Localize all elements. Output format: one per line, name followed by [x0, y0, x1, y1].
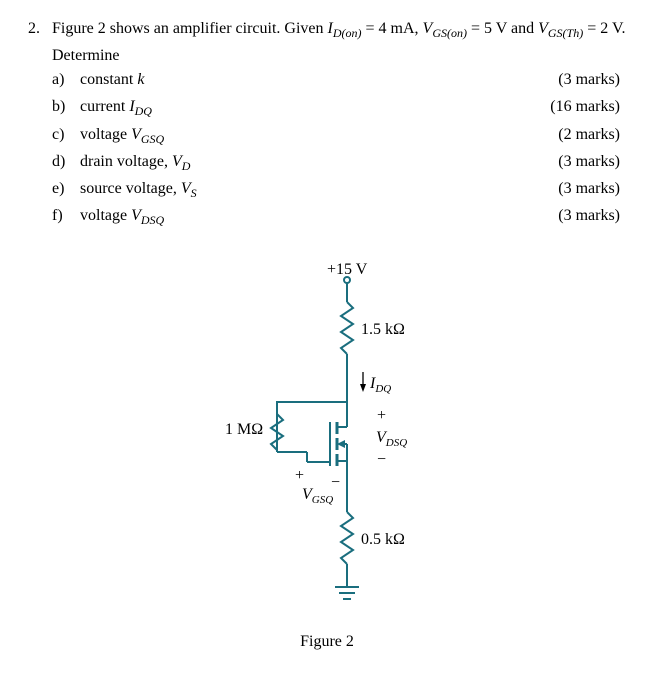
part-f-sym: V: [131, 207, 141, 224]
circuit-diagram: +15 V 1.5 kΩ IDQ + VDSQ −: [177, 262, 477, 622]
rd-resistor-icon: [341, 302, 353, 354]
part-b: b) current IDQ (16 marks): [52, 98, 626, 119]
part-d-sub: D: [182, 159, 191, 173]
part-c-label: c): [52, 126, 80, 147]
idq-arrow-head-icon: [360, 384, 366, 392]
stem-pre: Figure 2 shows an amplifier circuit. Giv…: [52, 20, 328, 37]
vgsth-eq: = 2 V.: [583, 20, 625, 37]
part-e-sym: V: [181, 180, 191, 197]
part-a-sym: k: [137, 71, 144, 88]
question-text: Figure 2 shows an amplifier circuit. Giv…: [52, 20, 626, 41]
parts-list: a) constant k (3 marks) b) current IDQ (…: [52, 71, 626, 228]
figure-caption: Figure 2: [28, 633, 626, 651]
vdsq-label: VDSQ: [376, 429, 407, 449]
vgson-sym: V: [423, 20, 433, 37]
part-e-text: source voltage, VS: [80, 180, 558, 201]
part-d-sym: V: [172, 153, 182, 170]
part-f: f) voltage VDSQ (3 marks): [52, 207, 626, 228]
vgsq-plus: +: [295, 467, 304, 484]
rg-label: 1 MΩ: [225, 421, 263, 438]
part-a-marks: (3 marks): [558, 71, 626, 92]
determine-label: Determine: [52, 47, 626, 65]
vdsq-minus: −: [377, 451, 386, 468]
part-a-label: a): [52, 71, 80, 92]
part-f-pre: voltage: [80, 207, 131, 224]
part-c-text: voltage VGSQ: [80, 126, 558, 147]
part-a: a) constant k (3 marks): [52, 71, 626, 92]
supply-label: +15 V: [327, 262, 368, 278]
part-b-marks: (16 marks): [550, 98, 626, 119]
idon-eq: = 4 mA,: [362, 20, 423, 37]
part-d-pre: drain voltage,: [80, 153, 172, 170]
part-e: e) source voltage, VS (3 marks): [52, 180, 626, 201]
vgsth-sym: V: [538, 20, 548, 37]
vgsth-sub: GS(Th): [548, 26, 583, 40]
vgsq-label: VGSQ: [302, 486, 333, 506]
rs-resistor-icon: [341, 512, 353, 564]
idon-sub: D(on): [333, 26, 362, 40]
part-d-text: drain voltage, VD: [80, 153, 558, 174]
part-c-sym: V: [131, 126, 141, 143]
part-e-pre: source voltage,: [80, 180, 181, 197]
part-e-marks: (3 marks): [558, 180, 626, 201]
part-c-sub: GSQ: [141, 132, 164, 146]
vgson-eq: = 5 V and: [467, 20, 538, 37]
idq-label: IDQ: [369, 375, 391, 395]
part-f-text: voltage VDSQ: [80, 207, 558, 228]
figure-wrap: +15 V 1.5 kΩ IDQ + VDSQ −: [28, 262, 626, 651]
part-b-text: current IDQ: [80, 98, 550, 119]
part-d: d) drain voltage, VD (3 marks): [52, 153, 626, 174]
question-stem: 2. Figure 2 shows an amplifier circuit. …: [28, 20, 626, 41]
part-c-pre: voltage: [80, 126, 131, 143]
part-d-marks: (3 marks): [558, 153, 626, 174]
vdsq-plus: +: [377, 407, 386, 424]
part-a-text: constant k: [80, 71, 558, 92]
rs-label: 0.5 kΩ: [361, 531, 405, 548]
part-b-label: b): [52, 98, 80, 119]
part-b-pre: current: [80, 98, 129, 115]
part-a-pre: constant: [80, 71, 137, 88]
part-f-label: f): [52, 207, 80, 228]
part-f-sub: DSQ: [141, 213, 164, 227]
question-number: 2.: [28, 20, 52, 41]
part-c: c) voltage VGSQ (2 marks): [52, 126, 626, 147]
part-e-sub: S: [191, 186, 197, 200]
part-c-marks: (2 marks): [558, 126, 626, 147]
part-d-label: d): [52, 153, 80, 174]
vgsq-minus: −: [331, 474, 340, 491]
part-e-label: e): [52, 180, 80, 201]
rd-label: 1.5 kΩ: [361, 321, 405, 338]
part-f-marks: (3 marks): [558, 207, 626, 228]
vgson-sub: GS(on): [432, 26, 467, 40]
part-b-sub: DQ: [135, 105, 152, 119]
